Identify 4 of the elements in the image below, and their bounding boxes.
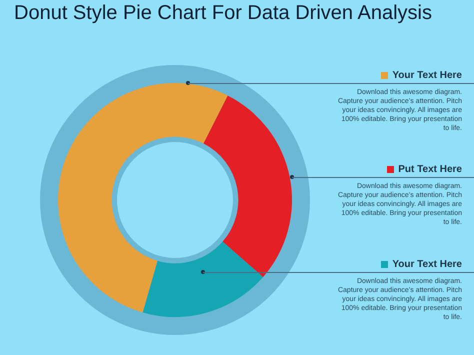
chart-title: Donut Style Pie Chart For Data Driven Analysis (14, 2, 432, 25)
legend-label: Put Text Here (397, 164, 462, 175)
legend-label: Your Text Here (391, 259, 462, 270)
legend-label: Your Text Here (391, 70, 462, 81)
